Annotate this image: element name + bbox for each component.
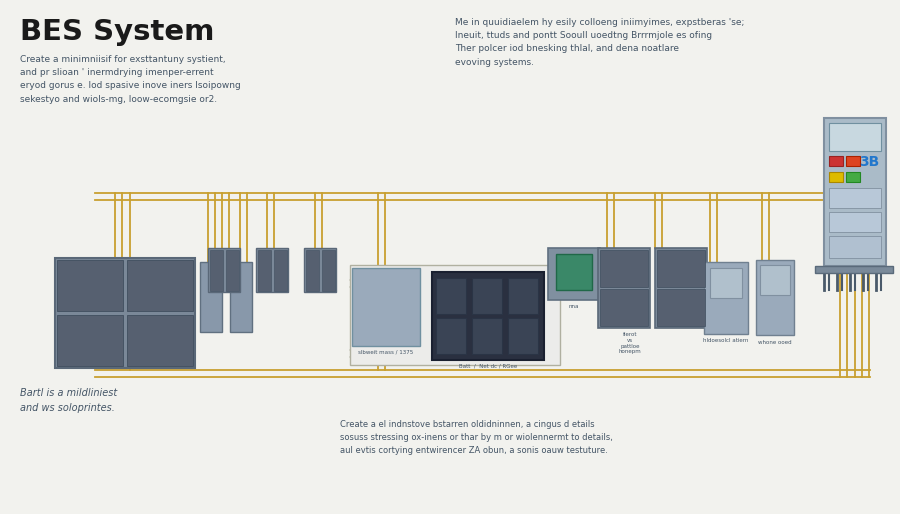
Text: 3B: 3B bbox=[859, 155, 879, 169]
Text: slbweit mass / 1375: slbweit mass / 1375 bbox=[358, 350, 414, 355]
Bar bbox=[756, 260, 794, 335]
Bar bbox=[200, 262, 222, 332]
Bar bbox=[57, 260, 123, 311]
Bar bbox=[829, 236, 881, 258]
Bar bbox=[829, 123, 881, 151]
Bar bbox=[704, 262, 748, 334]
Bar bbox=[256, 248, 288, 292]
Bar bbox=[436, 278, 466, 314]
Bar bbox=[257, 249, 271, 290]
Bar bbox=[57, 315, 123, 366]
Bar bbox=[829, 156, 843, 166]
Bar bbox=[472, 318, 502, 354]
Text: Create a el indnstove bstarren oldidninnen, a cingus d etails
sosuss stressing o: Create a el indnstove bstarren oldidninn… bbox=[340, 420, 613, 455]
Bar bbox=[829, 188, 881, 208]
Bar bbox=[472, 278, 502, 314]
Bar bbox=[230, 262, 252, 332]
Text: Bartl is a mildliniest
and ws soloprintes.: Bartl is a mildliniest and ws soloprinte… bbox=[20, 388, 117, 413]
Bar bbox=[824, 118, 886, 266]
Bar bbox=[508, 278, 538, 314]
Text: Batt  /  Net dc / RGee: Batt / Net dc / RGee bbox=[459, 364, 518, 369]
Text: flerot
vs
pattloe
honepm: flerot vs pattloe honepm bbox=[618, 332, 642, 354]
Bar bbox=[829, 172, 843, 182]
Text: nna: nna bbox=[569, 304, 580, 309]
Bar bbox=[208, 248, 240, 292]
Bar bbox=[55, 258, 195, 368]
Bar bbox=[600, 289, 648, 326]
Text: Create a minimniisif for exsttantuny systient,
and pr slioan ' inermdrying imenp: Create a minimniisif for exsttantuny sys… bbox=[20, 55, 241, 104]
Bar bbox=[846, 172, 860, 182]
Bar bbox=[657, 250, 705, 287]
Bar bbox=[548, 248, 600, 300]
Bar bbox=[350, 265, 560, 365]
Bar bbox=[305, 249, 319, 290]
Bar bbox=[436, 318, 466, 354]
Bar bbox=[321, 249, 335, 290]
Bar bbox=[829, 212, 881, 232]
Bar bbox=[846, 156, 860, 166]
Text: whone ooed: whone ooed bbox=[758, 340, 792, 345]
Bar bbox=[710, 268, 742, 298]
Bar bbox=[432, 272, 544, 360]
Text: Me in quuidiaelem hy esily colloeng iniimyimes, expstberas 'se;
Ineuit, ttuds an: Me in quuidiaelem hy esily colloeng inii… bbox=[455, 18, 744, 67]
Bar bbox=[657, 289, 705, 326]
Text: hldoesolcl atiern: hldoesolcl atiern bbox=[703, 338, 749, 343]
Bar bbox=[127, 315, 193, 366]
Bar bbox=[210, 249, 222, 290]
Bar bbox=[304, 248, 336, 292]
Bar bbox=[760, 265, 790, 295]
Bar bbox=[600, 250, 648, 287]
Bar bbox=[352, 268, 420, 346]
Bar bbox=[226, 249, 239, 290]
Bar bbox=[598, 248, 650, 328]
Bar bbox=[815, 266, 893, 273]
Bar bbox=[508, 318, 538, 354]
Bar bbox=[556, 254, 592, 290]
Bar bbox=[274, 249, 286, 290]
Bar bbox=[655, 248, 707, 328]
Text: BES System: BES System bbox=[20, 18, 214, 46]
Bar bbox=[127, 260, 193, 311]
